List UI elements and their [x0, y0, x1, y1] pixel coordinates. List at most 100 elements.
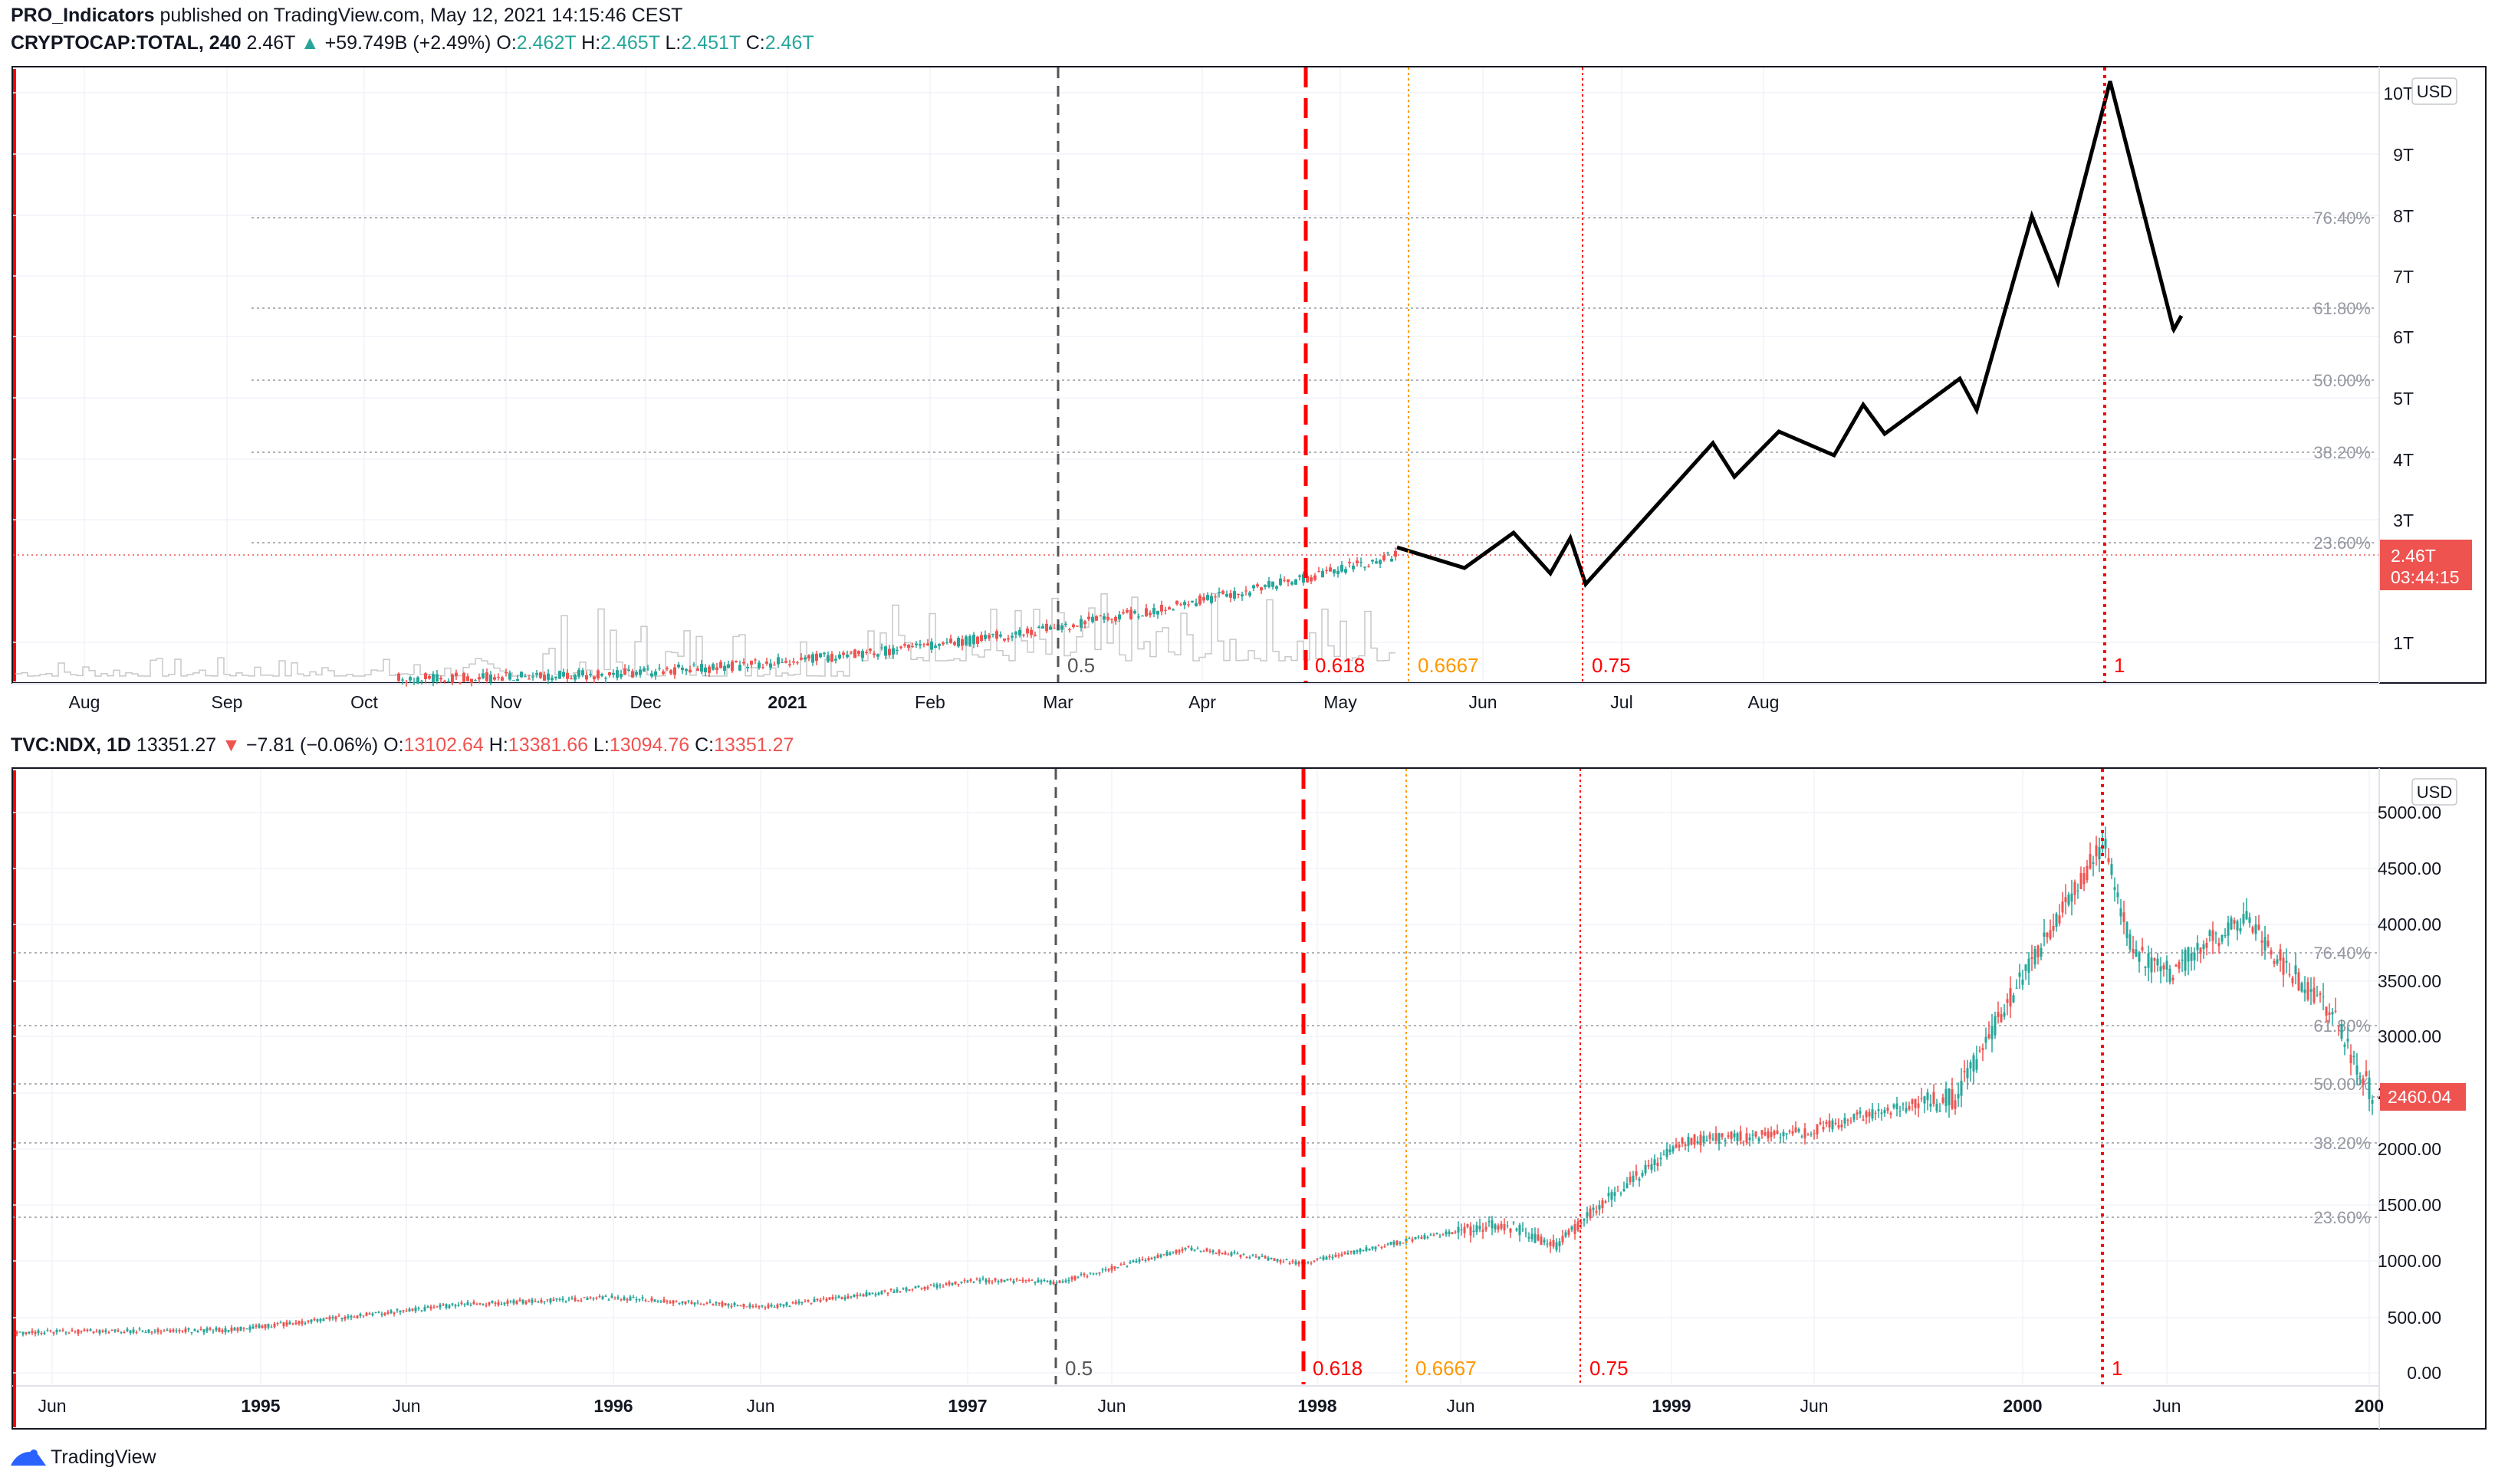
tradingview-logo[interactable]: TradingView — [11, 1446, 157, 1468]
top-candle-body — [1175, 600, 1178, 605]
top-time-fib-lines[interactable]: 0.5 0.618 0.6667 0.75 1 — [1057, 67, 2125, 682]
bottom-currency-badge[interactable]: USD — [2411, 778, 2457, 806]
bottom-candle-body — [1432, 1234, 1435, 1236]
bottom-candle-body — [1586, 1212, 1589, 1217]
bottom-time-fib-lines[interactable]: 0.5 0.618 0.6667 0.75 1 — [1054, 769, 2122, 1384]
bottom-candle-body — [528, 1300, 531, 1302]
bottom-candle-body — [580, 1300, 583, 1302]
bottom-candle-body — [377, 1312, 380, 1313]
top-candle-body — [1172, 609, 1175, 611]
bottom-candle-body — [822, 1298, 825, 1299]
bottom-candle-body — [785, 1302, 788, 1306]
top-candle-body — [807, 655, 810, 659]
bottom-candle-body — [169, 1330, 172, 1332]
top-symbol[interactable]: CRYPTOCAP:TOTAL, 240 — [11, 32, 242, 54]
top-fib-level-label: 38.20% — [2313, 443, 2371, 462]
bottom-candle-body — [561, 1298, 564, 1300]
top-candle-body — [792, 661, 795, 663]
top-candle-body — [566, 672, 569, 679]
bottom-price-scale[interactable]: 5000.004500.004000.003500.003000.002500.… — [2378, 803, 2441, 1383]
bottom-currency: USD — [2417, 783, 2452, 802]
top-low: 2.451T — [681, 32, 741, 54]
top-price-scale[interactable]: 10T 9T 8T 7T 6T 5T 4T 3T 1T — [2383, 84, 2414, 653]
bottom-candle-body — [592, 1298, 595, 1299]
top-candle-body — [1026, 628, 1029, 634]
bottom-candle-body — [1491, 1220, 1494, 1229]
bottom-candle-body — [15, 1331, 18, 1335]
bottom-candle-body — [1380, 1247, 1383, 1249]
top-candle-body — [949, 639, 952, 643]
bottom-candle-body — [1165, 1251, 1169, 1256]
bottom-candle-body — [1954, 1100, 1957, 1109]
bottom-candle-body — [629, 1296, 632, 1301]
top-candle-body — [689, 669, 692, 673]
bottom-symbol[interactable]: TVC:NDX, 1D — [11, 734, 131, 756]
bottom-time-tick: Jun — [1446, 1396, 1474, 1416]
top-change: +59.749B (+2.49%) — [324, 32, 491, 54]
bottom-candle-body — [1981, 1048, 1984, 1050]
bottom-candle-body — [632, 1297, 635, 1298]
top-candle-body — [765, 662, 768, 664]
bottom-candle-body — [635, 1298, 638, 1301]
top-candle-body — [451, 674, 454, 683]
top-candle-body — [704, 667, 707, 673]
bottom-candle-body — [236, 1328, 239, 1331]
bottom-candle-body — [488, 1302, 491, 1305]
top-close: 2.46T — [764, 32, 814, 54]
top-fib-level-label: 50.00% — [2313, 371, 2371, 390]
bottom-candle-body — [1285, 1259, 1288, 1260]
bottom-candle-body — [1871, 1109, 1874, 1119]
bottom-candle-body — [1239, 1254, 1242, 1257]
bottom-candle-body — [2282, 957, 2285, 975]
top-candle-body — [631, 671, 634, 678]
top-candle-body — [520, 671, 523, 678]
bottom-candle-body — [1604, 1201, 1607, 1203]
top-candle-body — [616, 670, 619, 678]
bottom-candle-body — [1043, 1279, 1046, 1281]
top-candle-body — [911, 646, 914, 648]
bottom-candle-body — [288, 1321, 291, 1325]
bottom-candle-body — [1181, 1249, 1184, 1251]
bottom-candle-body — [2199, 947, 2202, 954]
bottom-candle-body — [37, 1330, 40, 1334]
bottom-time-tick: Jun — [1097, 1396, 1126, 1416]
bottom-candle-body — [681, 1301, 684, 1304]
bottom-candle-body — [549, 1298, 552, 1303]
top-candle-body — [1156, 610, 1159, 615]
bottom-candle-body — [1757, 1138, 1760, 1141]
bottom-candle-body — [1313, 1260, 1316, 1262]
bottom-candle-body — [1687, 1136, 1690, 1146]
top-candle-body — [865, 652, 868, 654]
bottom-time-fib-label: 0.618 — [1313, 1357, 1363, 1380]
author-name[interactable]: PRO_Indicators — [11, 5, 155, 26]
bottom-candle-body — [2263, 937, 2267, 950]
bottom-candle-body — [383, 1312, 386, 1315]
top-pane[interactable] — [12, 66, 2487, 684]
bottom-candle-body — [2294, 965, 2297, 975]
bottom-candle-body — [1960, 1080, 1963, 1096]
bottom-candle-body — [1420, 1237, 1423, 1239]
bottom-pane[interactable] — [12, 767, 2487, 1430]
top-candle-body — [1018, 629, 1021, 636]
bottom-candle-body — [2297, 972, 2300, 990]
top-candle-body — [1321, 570, 1324, 578]
bottom-candle-body — [1138, 1259, 1141, 1262]
bottom-candle-body — [1797, 1128, 1800, 1132]
top-currency-badge[interactable]: USD — [2411, 77, 2457, 105]
bottom-candle-body — [883, 1290, 886, 1292]
bottom-candle-body — [2079, 873, 2082, 889]
bottom-candle-body — [1592, 1207, 1595, 1210]
top-time-scale[interactable]: Aug Sep Oct Nov Dec 2021 Feb Mar Apr May Jun Jul Aug — [69, 692, 1780, 712]
projection-path[interactable] — [1396, 80, 2184, 588]
bottom-price-tick: 1000.00 — [2378, 1251, 2441, 1271]
bottom-candle-body — [1944, 1088, 1948, 1107]
bottom-candle-body — [2355, 1065, 2359, 1075]
bottom-candle-body — [159, 1331, 163, 1333]
bottom-candle-body — [942, 1286, 945, 1288]
top-candle-body — [455, 672, 458, 676]
bottom-candle-body — [1819, 1122, 1822, 1124]
bottom-time-scale[interactable]: Jun 1995 Jun 1996 Jun 1997 Jun 1998 Jun 1999 Jun 20… — [38, 1396, 2384, 1416]
bottom-candle-body — [1334, 1255, 1337, 1257]
bottom-candle-body — [1638, 1178, 1641, 1181]
bottom-candle-body — [1129, 1262, 1132, 1264]
